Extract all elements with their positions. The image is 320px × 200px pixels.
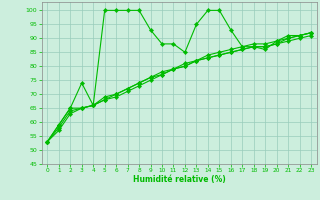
X-axis label: Humidité relative (%): Humidité relative (%) [133,175,226,184]
